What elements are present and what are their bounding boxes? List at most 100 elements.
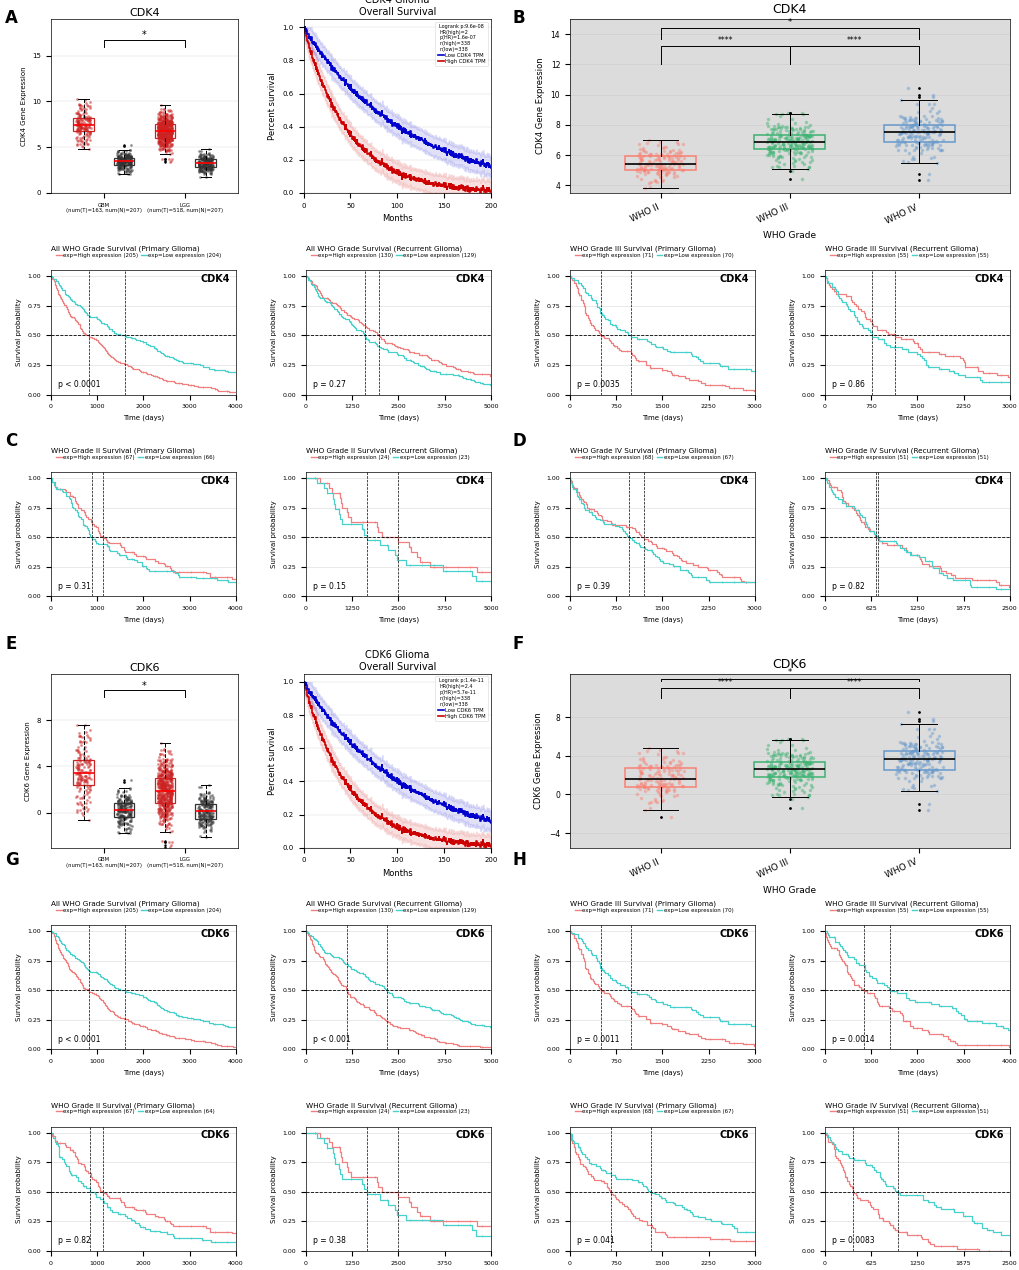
Point [160, 122, 176, 142]
Point [154, 112, 170, 132]
Point [77, 771, 94, 791]
Point [791, 762, 807, 782]
Point [122, 154, 139, 174]
Point [193, 156, 209, 177]
Point [196, 790, 212, 810]
Point [73, 735, 90, 756]
Point [123, 146, 140, 166]
Point [150, 107, 166, 127]
Point [762, 745, 779, 766]
Point [923, 761, 940, 781]
Point [162, 762, 178, 782]
Point [919, 759, 935, 780]
Point [152, 128, 168, 149]
Point [69, 116, 86, 136]
Point [154, 123, 170, 144]
Point [154, 118, 170, 138]
Point [155, 794, 171, 814]
Point [116, 149, 132, 169]
Point [152, 135, 168, 155]
Point [123, 160, 140, 180]
Point [200, 154, 216, 174]
Point [109, 157, 125, 178]
Point [71, 777, 88, 798]
Point [909, 132, 925, 152]
Point [158, 792, 174, 813]
Point [109, 154, 125, 174]
Point [665, 779, 682, 799]
Point [121, 818, 138, 838]
Point [110, 150, 126, 170]
Point [783, 789, 799, 809]
Point [906, 739, 922, 759]
Point [912, 771, 928, 791]
Point [157, 131, 173, 151]
Point [795, 775, 811, 795]
Point [930, 119, 947, 140]
Point [71, 117, 88, 137]
Point [70, 768, 87, 789]
Point [799, 117, 815, 137]
Point [919, 132, 935, 152]
Point [639, 155, 655, 175]
Point [123, 151, 140, 171]
Point [119, 159, 136, 179]
Point [113, 799, 129, 819]
Point [920, 725, 936, 745]
Point [901, 771, 917, 791]
Point [68, 763, 85, 784]
Point [76, 89, 93, 109]
Point [790, 131, 806, 151]
Point [202, 814, 218, 834]
Point [631, 770, 647, 790]
Point [762, 131, 779, 151]
Point [113, 796, 129, 817]
Point [74, 726, 91, 747]
Point [119, 801, 136, 822]
Point [640, 145, 656, 165]
Point [913, 119, 929, 140]
Point [156, 789, 172, 809]
Point [71, 116, 88, 136]
Point [112, 796, 128, 817]
Point [71, 114, 88, 135]
Point [159, 754, 175, 775]
Point [201, 794, 217, 814]
Point [158, 130, 174, 150]
Point [901, 126, 917, 146]
Point [112, 806, 128, 827]
Point [73, 117, 90, 137]
Point [156, 786, 172, 806]
Point [151, 766, 167, 786]
Point [194, 792, 210, 813]
Point [639, 742, 655, 762]
Point [647, 144, 663, 164]
Point [163, 116, 179, 136]
Point [910, 133, 926, 154]
Point [650, 763, 666, 784]
Point [769, 740, 786, 761]
Point [71, 119, 88, 140]
Point [163, 805, 179, 826]
Point [77, 103, 94, 123]
Point [158, 749, 174, 770]
Point [154, 761, 170, 781]
Point [155, 128, 171, 149]
Point [151, 110, 167, 131]
Point [799, 159, 815, 179]
Point [202, 160, 218, 180]
Point [117, 159, 133, 179]
Point [158, 752, 174, 772]
Point [151, 813, 167, 833]
Point [776, 744, 793, 765]
Point [192, 809, 208, 829]
Point [117, 785, 133, 805]
Point [203, 159, 219, 179]
Point [661, 141, 678, 161]
Point [150, 758, 166, 779]
Point [764, 146, 781, 166]
Point [917, 749, 933, 770]
Point [121, 159, 138, 179]
Point [763, 758, 780, 779]
Text: WHO Grade III Survival (Recurrent Glioma): WHO Grade III Survival (Recurrent Glioma… [824, 246, 977, 253]
